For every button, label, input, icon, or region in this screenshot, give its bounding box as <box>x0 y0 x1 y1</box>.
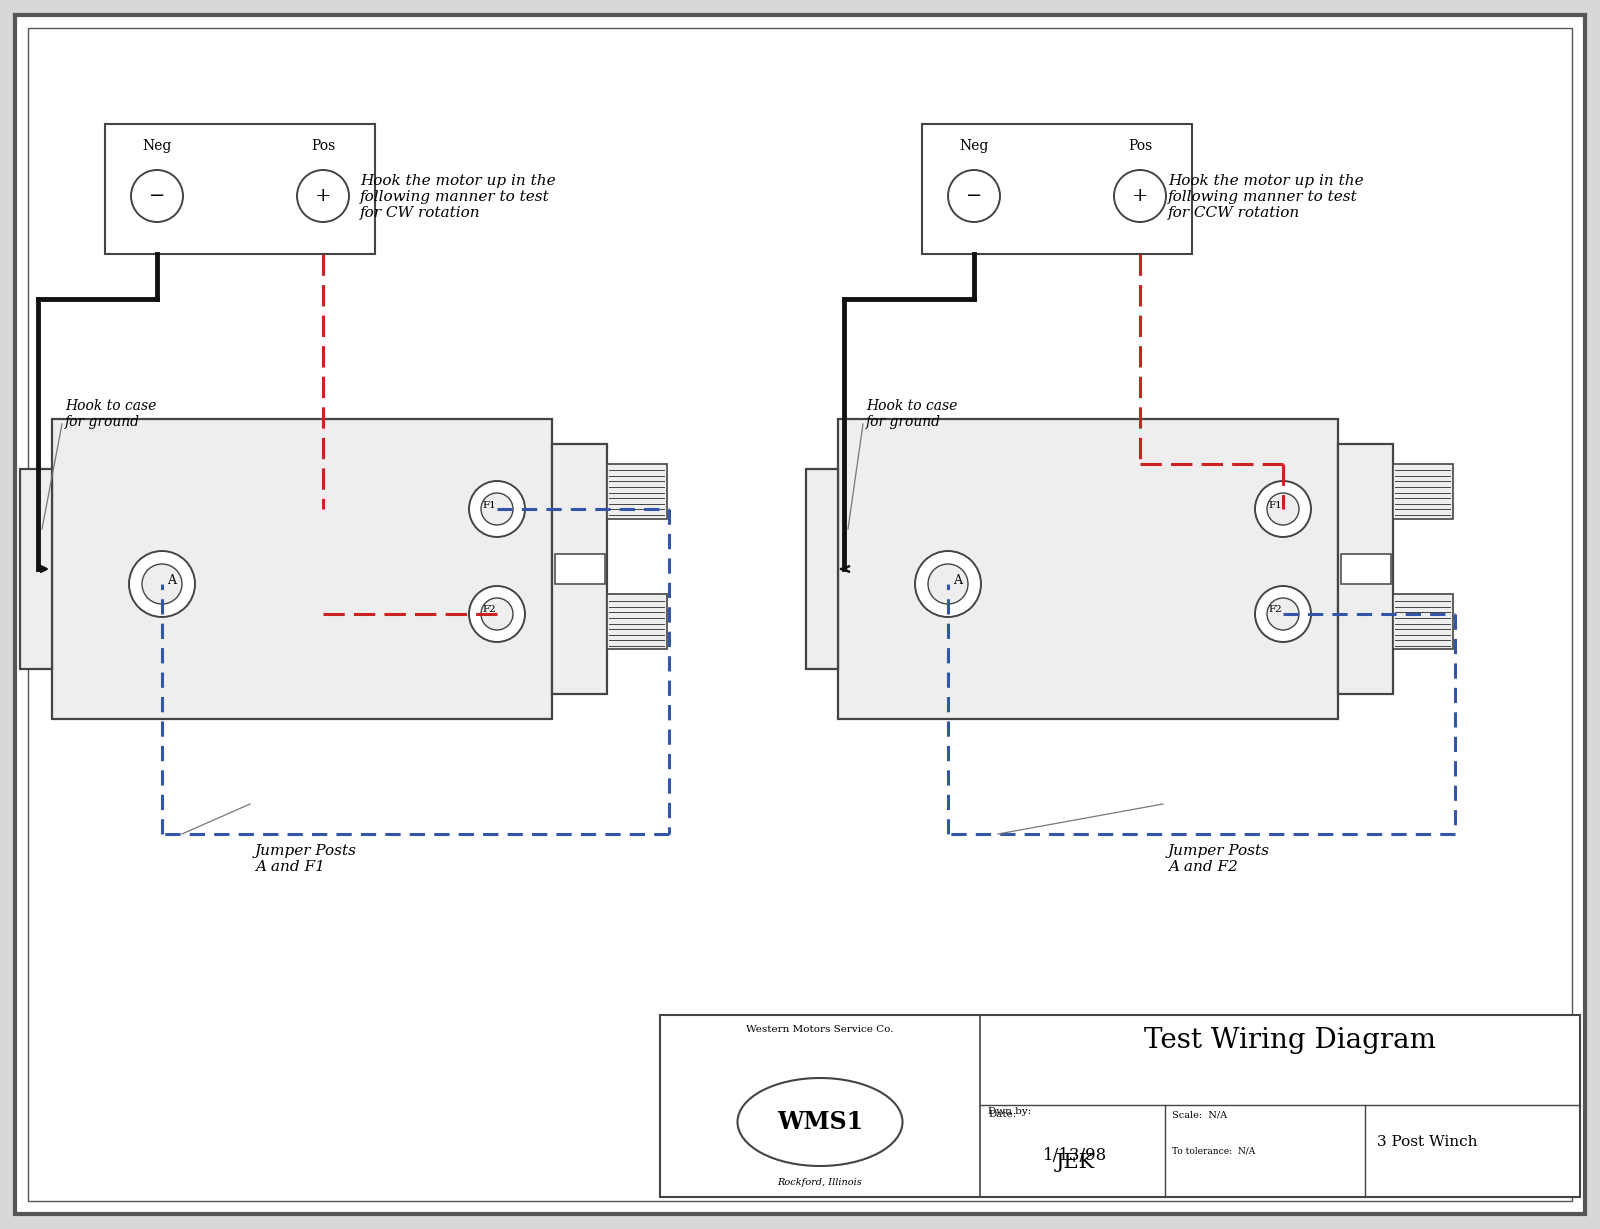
Bar <box>606 465 667 519</box>
Text: Hook to case
for ground: Hook to case for ground <box>866 399 957 429</box>
Circle shape <box>298 170 349 222</box>
Circle shape <box>131 170 182 222</box>
Circle shape <box>1267 599 1299 630</box>
Text: F1: F1 <box>482 500 496 510</box>
Text: Neg: Neg <box>142 139 171 152</box>
Text: 3 Post Winch: 3 Post Winch <box>1378 1136 1477 1149</box>
Bar <box>555 554 605 584</box>
Text: Neg: Neg <box>960 139 989 152</box>
Text: A: A <box>168 574 176 586</box>
Text: F2: F2 <box>1269 606 1282 614</box>
Bar <box>1341 554 1390 584</box>
Circle shape <box>947 170 1000 222</box>
Circle shape <box>915 551 981 617</box>
Text: Pos: Pos <box>310 139 334 152</box>
Bar <box>1338 444 1394 694</box>
Circle shape <box>928 564 968 603</box>
Circle shape <box>469 586 525 642</box>
Bar <box>606 594 667 649</box>
Text: Hook the motor up in the
following manner to test
for CW rotation: Hook the motor up in the following manne… <box>360 175 555 220</box>
Bar <box>1394 594 1453 649</box>
Text: Jumper Posts
A and F1: Jumper Posts A and F1 <box>254 844 357 874</box>
Bar <box>552 444 606 694</box>
Bar <box>106 124 374 254</box>
Text: To tolerance:  N/A: To tolerance: N/A <box>1171 1147 1256 1156</box>
Bar <box>806 469 838 669</box>
Text: Pos: Pos <box>1128 139 1152 152</box>
Bar <box>838 419 1338 719</box>
Text: Dwn by:: Dwn by: <box>989 1107 1032 1116</box>
Text: Western Motors Service Co.: Western Motors Service Co. <box>746 1025 894 1034</box>
Bar <box>1394 465 1453 519</box>
Bar <box>661 1015 1581 1197</box>
Text: F2: F2 <box>482 606 496 614</box>
Circle shape <box>1114 170 1166 222</box>
Text: Hook to case
for ground: Hook to case for ground <box>66 399 157 429</box>
Bar <box>922 124 1192 254</box>
Circle shape <box>1254 586 1310 642</box>
Text: Rockford, Illinois: Rockford, Illinois <box>778 1179 862 1187</box>
Text: F1: F1 <box>1269 500 1282 510</box>
Text: +: + <box>315 187 331 205</box>
Circle shape <box>482 599 514 630</box>
Text: A: A <box>954 574 963 586</box>
Bar <box>51 419 552 719</box>
Text: JEK: JEK <box>1056 1153 1094 1171</box>
Ellipse shape <box>738 1078 902 1166</box>
Circle shape <box>142 564 182 603</box>
Bar <box>19 469 51 669</box>
Text: Scale:  N/A: Scale: N/A <box>1171 1110 1227 1118</box>
Text: Date:: Date: <box>989 1110 1016 1118</box>
Text: Hook the motor up in the
following manner to test
for CCW rotation: Hook the motor up in the following manne… <box>1168 175 1363 220</box>
Text: Test Wiring Diagram: Test Wiring Diagram <box>1144 1027 1435 1054</box>
Circle shape <box>469 481 525 537</box>
Circle shape <box>1254 481 1310 537</box>
Text: WMS1: WMS1 <box>778 1110 862 1134</box>
Text: −: − <box>149 187 165 205</box>
Circle shape <box>1267 493 1299 525</box>
Circle shape <box>482 493 514 525</box>
Text: −: − <box>966 187 982 205</box>
Text: 1/13/98: 1/13/98 <box>1043 1147 1107 1164</box>
Text: Jumper Posts
A and F2: Jumper Posts A and F2 <box>1168 844 1270 874</box>
Text: +: + <box>1131 187 1149 205</box>
Circle shape <box>130 551 195 617</box>
